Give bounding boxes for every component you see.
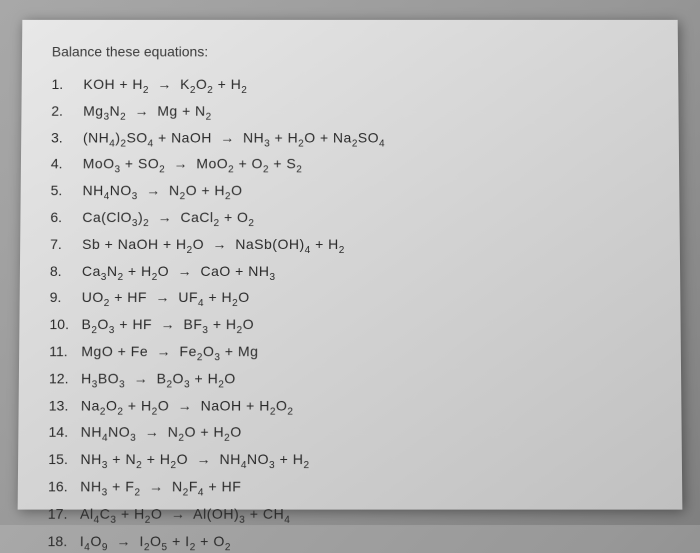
equation-number: 18.	[47, 531, 79, 549]
equation-row: 8.Ca3N2 + H2O → CaO + NH3	[50, 261, 650, 283]
equation-formula: H3BO3 → B2O3 + H2O	[81, 369, 236, 391]
equation-formula: KOH + H2 → K2O2 + H2	[83, 75, 247, 97]
equation-number: 8.	[50, 261, 82, 279]
equation-row: 1.KOH + H2 → K2O2 + H2	[51, 75, 648, 97]
equation-number: 11.	[49, 342, 81, 360]
equation-formula: UO2 + HF → UF4 + H2O	[82, 288, 250, 310]
equation-number: 13.	[49, 395, 81, 413]
equation-number: 1.	[51, 75, 83, 93]
equation-row: 6.Ca(ClO3)2 → CaCl2 + O2	[50, 208, 649, 230]
equation-row: 7.Sb + NaOH + H2O → NaSb(OH)4 + H2	[50, 234, 650, 256]
equation-formula: NH3 + N2 + H2O → NH4NO3 + H2	[80, 450, 309, 472]
equation-row: 14.NH4NO3 → N2O + H2O	[48, 423, 651, 445]
equation-formula: I4O9 → I2O5 + I2 + O2	[80, 531, 231, 553]
equation-formula: (NH4)2SO4 + NaOH → NH3 + H2O + Na2SO4	[83, 128, 385, 150]
equation-number: 17.	[48, 504, 80, 522]
equation-number: 6.	[50, 208, 82, 226]
worksheet-title: Balance these equations:	[52, 43, 648, 59]
equation-formula: Sb + NaOH + H2O → NaSb(OH)4 + H2	[82, 234, 345, 256]
equation-row: 13.Na2O2 + H2O → NaOH + H2O2	[49, 395, 652, 417]
equation-formula: Al4C3 + H2O → Al(OH)3 + CH4	[80, 504, 290, 526]
equation-row: 15.NH3 + N2 + H2O → NH4NO3 + H2	[48, 450, 652, 472]
equation-number: 4.	[51, 154, 83, 172]
equation-formula: NH3 + F2 → N2F4 + HF	[80, 477, 241, 499]
equation-number: 9.	[50, 288, 82, 306]
equation-formula: NH4NO3 → N2O + H2O	[82, 181, 242, 203]
equation-row: 5.NH4NO3 → N2O + H2O	[51, 181, 650, 203]
equation-row: 16.NH3 + F2 → N2F4 + HF	[48, 477, 652, 499]
equation-formula: Ca3N2 + H2O → CaO + NH3	[82, 261, 276, 283]
equation-number: 16.	[48, 477, 80, 495]
worksheet-paper: Balance these equations: 1.KOH + H2 → K2…	[18, 19, 683, 509]
equation-number: 7.	[50, 234, 82, 252]
equation-row: 18.I4O9 → I2O5 + I2 + O2	[47, 531, 652, 553]
equation-row: 12.H3BO3 → B2O3 + H2O	[49, 369, 651, 391]
equation-number: 14.	[48, 423, 80, 441]
equation-row: 4.MoO3 + SO2 → MoO2 + O2 + S2	[51, 154, 649, 176]
equation-formula: B2O3 + HF → BF3 + H2O	[81, 315, 254, 337]
equation-number: 15.	[48, 450, 80, 468]
equation-row: 17.Al4C3 + H2O → Al(OH)3 + CH4	[48, 504, 653, 526]
equation-number: 2.	[51, 101, 83, 119]
equation-formula: MoO3 + SO2 → MoO2 + O2 + S2	[83, 154, 303, 176]
equation-formula: Ca(ClO3)2 → CaCl2 + O2	[82, 208, 254, 230]
equation-row: 3.(NH4)2SO4 + NaOH → NH3 + H2O + Na2SO4	[51, 128, 649, 150]
equation-number: 5.	[51, 181, 83, 199]
equation-row: 9.UO2 + HF → UF4 + H2O	[50, 288, 651, 310]
equation-number: 10.	[49, 315, 81, 333]
equation-number: 3.	[51, 128, 83, 146]
equation-row: 11.MgO + Fe → Fe2O3 + Mg	[49, 342, 651, 364]
equation-number: 12.	[49, 369, 81, 387]
equation-formula: MgO + Fe → Fe2O3 + Mg	[81, 342, 258, 364]
equation-row: 10.B2O3 + HF → BF3 + H2O	[49, 315, 650, 337]
equation-formula: Mg3N2 → Mg + N2	[83, 101, 212, 123]
equation-formula: Na2O2 + H2O → NaOH + H2O2	[81, 395, 294, 417]
equation-formula: NH4NO3 → N2O + H2O	[81, 423, 242, 445]
equation-row: 2.Mg3N2 → Mg + N2	[51, 101, 649, 123]
equations-list: 1.KOH + H2 → K2O2 + H22.Mg3N2 → Mg + N23…	[47, 75, 652, 553]
